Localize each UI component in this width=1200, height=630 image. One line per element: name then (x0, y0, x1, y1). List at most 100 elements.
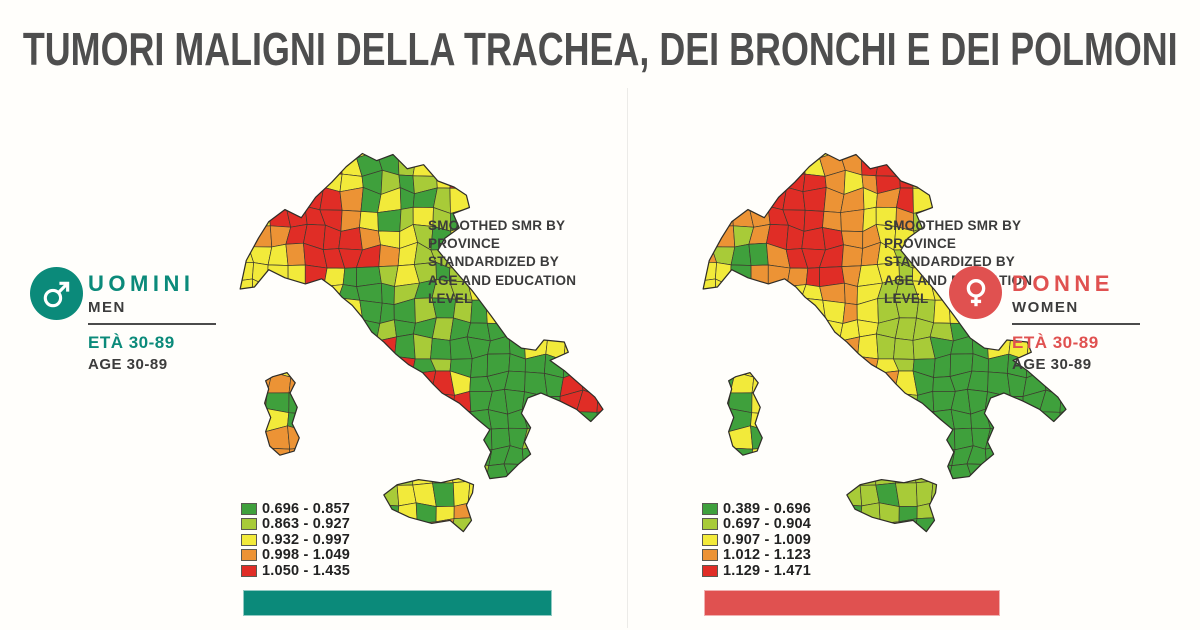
province-cell (558, 486, 585, 507)
province-cell (1039, 187, 1065, 214)
province-cell (322, 462, 342, 484)
province-cell (339, 187, 364, 212)
province-cell (747, 170, 771, 192)
legend-swatch (241, 564, 257, 577)
province-cell (431, 409, 455, 431)
province-cell (729, 264, 752, 287)
province-cell (1042, 504, 1062, 520)
province-cell (750, 447, 768, 469)
province-cell (249, 462, 271, 488)
province-cell (303, 464, 326, 489)
province-cell (362, 428, 383, 451)
province-cell (915, 426, 935, 451)
province-cell (879, 521, 901, 532)
province-cell (488, 542, 509, 544)
province-cell (375, 354, 398, 373)
province-cell (319, 153, 343, 157)
province-cell (703, 156, 714, 177)
province-cell (240, 206, 254, 230)
province-cell (1058, 484, 1066, 506)
province-cell (784, 351, 809, 375)
province-cell (911, 153, 934, 174)
province-cell (1040, 153, 1066, 158)
province-cell (594, 335, 603, 357)
province-cell (397, 407, 416, 430)
province-cell (949, 502, 971, 525)
province-cell (985, 464, 1011, 485)
province-cell (542, 484, 563, 504)
province-cell (543, 466, 563, 489)
province-cell (1025, 153, 1044, 158)
province-cell (1039, 223, 1065, 249)
province-cell (785, 448, 803, 467)
women-accent-bar (704, 590, 1000, 616)
province-cell (899, 536, 917, 544)
province-cell (840, 394, 863, 414)
province-cell (448, 153, 471, 156)
province-cell (752, 355, 771, 378)
men-label-italian: UOMINI (88, 271, 195, 296)
province-cell (895, 482, 918, 507)
province-cell (768, 153, 784, 157)
women-label-italian: DONNE (1012, 271, 1114, 296)
coastline-outline (846, 477, 938, 533)
province-cell (249, 175, 269, 192)
legend-swatch (702, 564, 718, 577)
province-cell (393, 427, 418, 447)
legend-row: 0.907 - 1.009 (702, 532, 811, 548)
province-cell (703, 278, 717, 306)
province-cell (266, 278, 289, 303)
province-cell (338, 227, 363, 251)
province-cell (307, 370, 329, 393)
province-cell (344, 373, 362, 397)
province-cell (1058, 446, 1066, 471)
province-cell (857, 356, 879, 375)
province-cell (338, 428, 365, 451)
province-cell (1039, 247, 1062, 264)
province-cell (782, 153, 806, 157)
province-cell (412, 444, 439, 469)
province-cell (545, 155, 564, 177)
province-cell (507, 542, 529, 544)
province-cell (289, 355, 308, 378)
province-cell (820, 461, 845, 489)
province-cell (378, 412, 400, 431)
women-label-english: WOMEN (1012, 299, 1079, 316)
province-cell (930, 154, 951, 173)
province-cell (712, 462, 734, 488)
women-rule (1012, 323, 1140, 325)
province-cell (322, 448, 340, 467)
province-cell (839, 336, 860, 357)
province-cell (266, 264, 289, 287)
province-cell (822, 299, 846, 324)
province-cell (966, 187, 988, 212)
province-cell (1059, 409, 1066, 432)
province-cell (240, 246, 254, 263)
province-cell (416, 521, 438, 532)
province-cell (841, 517, 864, 532)
province-cell (784, 297, 805, 318)
province-cell (821, 536, 842, 544)
province-cell (764, 174, 790, 192)
province-cell (807, 409, 827, 430)
province-cell (377, 209, 402, 232)
province-cell (819, 371, 842, 397)
province-cell (576, 462, 601, 489)
province-cell (413, 392, 433, 412)
province-cell (467, 153, 488, 158)
province-cell (728, 187, 750, 213)
province-cell (558, 173, 579, 196)
legend-range-label: 1.050 - 1.435 (262, 562, 351, 579)
province-cell (1024, 518, 1048, 532)
province-cell (711, 408, 729, 434)
province-cell (320, 153, 343, 175)
province-cell (1006, 171, 1025, 192)
province-cell (486, 502, 508, 525)
province-cell (577, 260, 599, 287)
province-cell (376, 464, 398, 486)
province-cell (434, 444, 453, 469)
province-cell (801, 428, 828, 451)
province-cell (786, 267, 809, 287)
province-cell (240, 278, 254, 306)
